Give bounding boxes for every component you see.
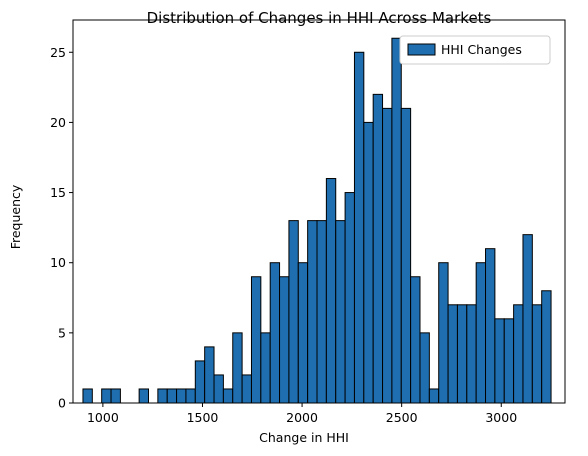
- histogram-bar: [419, 332, 430, 404]
- legend-label: HHI Changes: [441, 42, 522, 57]
- histogram-bar: [531, 304, 543, 404]
- histogram-bar: [456, 304, 468, 404]
- y-axis-title: Frequency: [8, 184, 23, 249]
- y-tick-label: 10: [50, 255, 66, 270]
- histogram-bar: [101, 388, 112, 404]
- y-axis-ticks: 0 5 10 15 20 25: [50, 45, 73, 411]
- histogram-bar: [382, 107, 393, 404]
- histogram-bar: [82, 388, 93, 404]
- histogram-bar: [204, 346, 215, 404]
- y-tick-label: 0: [58, 396, 66, 411]
- y-tick-label: 5: [58, 325, 66, 340]
- histogram-bar: [138, 388, 149, 404]
- histogram-bar: [466, 304, 477, 404]
- histogram-bar: [250, 276, 262, 404]
- histogram-bar: [222, 388, 234, 404]
- histogram-bar: [279, 276, 290, 404]
- histogram-bar: [297, 262, 309, 404]
- bars-group: [82, 37, 552, 404]
- histogram-bar: [438, 262, 449, 404]
- histogram-bar: [194, 360, 206, 404]
- histogram-bar: [344, 192, 355, 404]
- histogram-bar: [391, 37, 402, 404]
- histogram-bar: [541, 290, 552, 404]
- legend-box: [399, 35, 551, 65]
- histogram-bar: [176, 388, 187, 404]
- histogram-bar: [241, 374, 252, 404]
- histogram-bar: [447, 304, 458, 404]
- x-tick-label: 2500: [386, 410, 418, 425]
- histogram-bar: [213, 374, 224, 404]
- histogram-bar: [503, 318, 515, 404]
- histogram-bar: [157, 388, 168, 404]
- x-tick-label: 1500: [187, 410, 219, 425]
- histogram-bar: [325, 178, 337, 404]
- histogram-bar: [428, 388, 440, 404]
- x-axis-ticks: 1000 1500 2000 2500 3000: [87, 403, 517, 425]
- histogram-bar: [410, 276, 421, 404]
- histogram-bar: [110, 388, 121, 404]
- histogram-bar: [400, 107, 412, 404]
- histogram-bar: [185, 388, 196, 404]
- histogram-bar: [494, 318, 505, 404]
- histogram-bar: [363, 121, 374, 404]
- histogram-bar: [166, 388, 178, 404]
- histogram-bar: [353, 51, 365, 404]
- legend-swatch: [407, 43, 436, 56]
- histogram-bar: [316, 220, 327, 404]
- plot-frame: [72, 19, 566, 404]
- histogram-bar: [513, 304, 524, 404]
- histogram-bar: [485, 248, 496, 404]
- x-tick-label: 2000: [286, 410, 318, 425]
- chart-title: Distribution of Changes in HHI Across Ma…: [147, 9, 492, 27]
- x-tick-label: 1000: [87, 410, 119, 425]
- histogram-bar: [269, 262, 281, 404]
- legend: HHI Changes: [399, 35, 551, 65]
- histogram-bar: [335, 220, 346, 404]
- histogram-bar: [475, 262, 487, 404]
- y-tick-label: 15: [50, 185, 66, 200]
- histogram-bar: [260, 332, 271, 404]
- histogram-bar: [232, 332, 243, 404]
- histogram-bar: [522, 234, 533, 404]
- histogram-bar: [288, 220, 299, 404]
- x-tick-label: 3000: [485, 410, 517, 425]
- histogram-bar: [372, 93, 384, 404]
- y-tick-label: 25: [50, 45, 66, 60]
- y-tick-label: 20: [50, 115, 66, 130]
- histogram-bar: [307, 220, 318, 404]
- x-axis-title: Change in HHI: [259, 430, 349, 445]
